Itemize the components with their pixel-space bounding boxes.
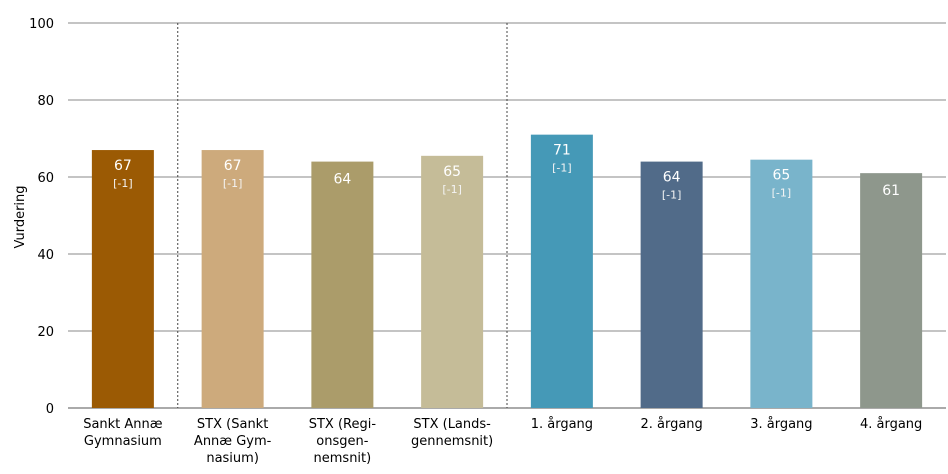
bar (640, 161, 703, 408)
y-tick-label: 80 (37, 94, 54, 109)
y-axis-label: Vurdering (13, 185, 28, 248)
x-tick-label: Gymnasium (84, 434, 162, 449)
bar (421, 155, 484, 408)
bar-value-label: 71 (553, 143, 571, 159)
bar-labels: 67 [-1] 67 [-1] 64 65 [-1] 71 [-1] 64 [-1] 65 [-1] 61 (113, 143, 900, 202)
bar-value-label: 64 (333, 172, 351, 188)
bar-value-label: 67 (224, 158, 242, 174)
bar-value-label: 65 (772, 168, 790, 184)
bar-sub-label: [-1] (223, 177, 243, 190)
x-tick-label: 3. årgang (750, 417, 812, 432)
bar (311, 161, 374, 408)
y-tick-label: 60 (37, 171, 54, 186)
bar-value-label: 64 (663, 170, 681, 186)
bar-sub-label: [-1] (442, 183, 462, 196)
bar (750, 159, 813, 408)
x-tick-label: nasium) (206, 451, 259, 466)
y-axis-ticks: 0 20 40 60 80 100 (29, 17, 54, 417)
x-tick-label: nemsnit) (314, 451, 372, 466)
bar-sub-label: [-1] (772, 187, 792, 200)
x-tick-label: onsgen- (316, 434, 368, 449)
y-tick-label: 0 (46, 402, 54, 417)
x-tick-label: 1. årgang (531, 417, 593, 432)
bar-value-label: 65 (443, 164, 461, 180)
group-separators (177, 23, 508, 408)
bar-sub-label: [-1] (113, 177, 133, 190)
x-tick-label: STX (Regi- (309, 417, 377, 432)
bar (201, 150, 264, 409)
bar-value-label: 61 (882, 183, 900, 199)
y-tick-label: 40 (37, 248, 54, 263)
x-tick-label: 4. årgang (860, 417, 922, 432)
x-tick-label: gennemsnit) (411, 434, 493, 449)
bar (860, 173, 923, 408)
bars (91, 134, 923, 409)
bar-value-label: 67 (114, 158, 132, 174)
x-tick-label: STX (Sankt (197, 417, 268, 432)
bar-sub-label: [-1] (662, 189, 682, 202)
x-tick-label: STX (Lands- (413, 417, 491, 432)
y-tick-label: 100 (29, 17, 54, 32)
bar (91, 150, 154, 409)
bar-sub-label: [-1] (552, 162, 572, 175)
x-tick-label: Annæ Gym- (194, 434, 272, 449)
y-tick-label: 20 (37, 325, 54, 340)
x-tick-label: 2. årgang (640, 417, 702, 432)
x-tick-label: Sankt Annæ (83, 417, 163, 432)
bar (530, 134, 593, 408)
x-axis-ticks: Sankt Annæ Gymnasium STX (Sankt Annæ Gym-na… (83, 417, 922, 466)
